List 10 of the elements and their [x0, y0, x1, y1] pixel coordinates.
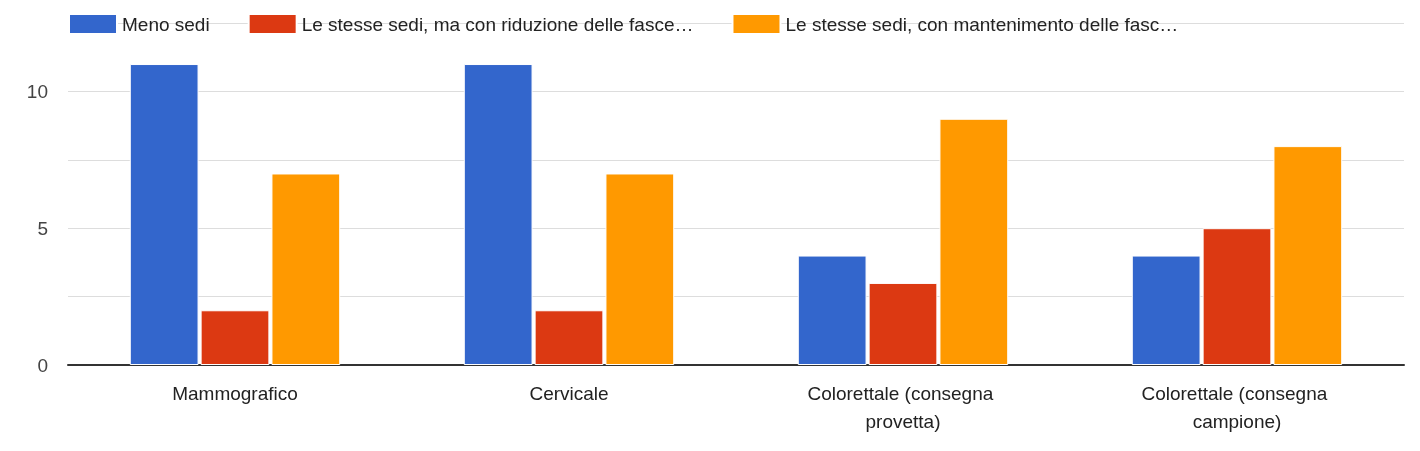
x-tick-label: Mammografico [172, 382, 298, 404]
x-tick-label: Colorettale (consegna campione) [1141, 382, 1333, 432]
y-tick-label: 0 [37, 354, 48, 376]
y-tick-label: 5 [37, 217, 48, 239]
legend-label: Le stesse sedi, con mantenimento delle fasc… [785, 13, 1179, 35]
x-tick-label: Cervicale [529, 382, 609, 404]
legend-label: Meno sedi [122, 13, 210, 35]
x-tick-label: Colorettale (consegna provetta) [807, 382, 999, 432]
legend-label: Le stesse sedi, ma con riduzione delle fasce… [301, 13, 694, 35]
y-tick-label: 10 [26, 80, 48, 102]
